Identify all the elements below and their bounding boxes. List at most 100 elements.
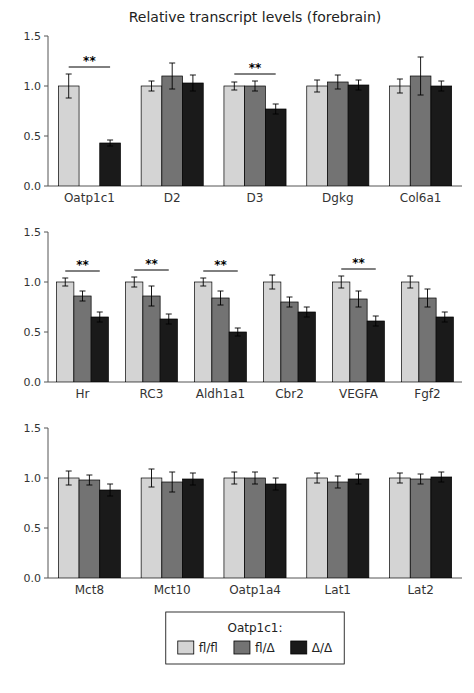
error-cap [407, 276, 413, 277]
error-cap [269, 289, 275, 290]
error-bar [438, 81, 444, 91]
x-tick-label: Mct10 [154, 583, 191, 597]
error-cap [169, 492, 175, 493]
error-bar [169, 63, 175, 89]
error-cap [442, 312, 448, 313]
bar [431, 477, 452, 578]
bar [183, 83, 204, 186]
bar [79, 480, 100, 578]
error-cap [66, 98, 72, 99]
x-tick-label: Fgf2 [414, 387, 440, 401]
error-line [68, 74, 69, 98]
error-line [203, 278, 204, 286]
error-line [441, 81, 442, 91]
error-cap [373, 316, 379, 317]
error-cap [218, 305, 224, 306]
error-line [317, 80, 318, 92]
error-cap [438, 81, 444, 82]
error-cap [107, 484, 113, 485]
error-line [275, 478, 276, 490]
error-cap [418, 484, 424, 485]
error-cap [149, 469, 155, 470]
error-cap [149, 91, 155, 92]
error-bar [107, 140, 113, 146]
error-cap [252, 91, 258, 92]
error-line [358, 474, 359, 484]
bar [160, 319, 177, 382]
error-cap [356, 291, 362, 292]
error-line [272, 275, 273, 289]
legend-title: Oatp1c1: [227, 621, 282, 635]
error-cap [252, 81, 258, 82]
error-line [399, 79, 400, 93]
panel: 0.00.51.01.5HrRC3Aldh1a1Cbr2VEGFAFgf2***… [24, 226, 463, 401]
error-cap [425, 307, 431, 308]
error-cap [252, 472, 258, 473]
error-line [317, 473, 318, 483]
error-cap [397, 473, 403, 474]
y-axis [48, 428, 49, 578]
bar [410, 479, 431, 578]
bar [431, 86, 452, 186]
error-bar [273, 104, 279, 114]
bar [224, 86, 245, 186]
error-bar [231, 82, 237, 90]
y-axis [48, 232, 49, 382]
error-bar [107, 484, 113, 496]
bar [265, 109, 286, 186]
bar [141, 478, 162, 578]
bar [245, 478, 266, 578]
error-bar [438, 472, 444, 482]
error-cap [169, 89, 175, 90]
bar [436, 317, 453, 382]
error-line [255, 472, 256, 484]
error-cap [442, 322, 448, 323]
error-cap [169, 63, 175, 64]
x-tick-label: D2 [164, 191, 181, 205]
error-cap [356, 474, 362, 475]
y-tick [44, 86, 48, 87]
error-cap [425, 289, 431, 290]
error-cap [304, 317, 310, 318]
error-bar [418, 57, 424, 95]
error-cap [149, 81, 155, 82]
x-tick-label: RC3 [140, 387, 164, 401]
error-cap [169, 472, 175, 473]
bar [307, 478, 328, 578]
error-bar [287, 297, 293, 307]
error-cap [314, 483, 320, 484]
error-cap [335, 75, 341, 76]
error-cap [314, 80, 320, 81]
x-tick-label: Oatp1a4 [229, 583, 281, 597]
bar [100, 143, 121, 186]
title: Relative transcript levels (forebrain) [129, 9, 382, 25]
bar [74, 296, 91, 382]
error-line [172, 472, 173, 492]
error-line [289, 297, 290, 307]
error-bar [62, 278, 68, 286]
bar [162, 482, 183, 578]
error-cap [438, 472, 444, 473]
bar [141, 86, 162, 186]
error-line [220, 291, 221, 305]
error-cap [235, 336, 241, 337]
bar [143, 296, 160, 382]
error-line [427, 289, 428, 307]
error-line [110, 484, 111, 496]
bars [57, 275, 454, 382]
error-line [399, 473, 400, 483]
y-tick [44, 232, 48, 233]
error-cap [190, 485, 196, 486]
x-tick-label: Mct8 [75, 583, 104, 597]
legend-label: fl/Δ [255, 641, 276, 655]
bar [264, 282, 281, 382]
error-bar [131, 277, 137, 287]
y-tick-label: 1.0 [24, 80, 42, 93]
error-bar [97, 312, 103, 322]
error-line [444, 312, 445, 322]
x-tick-label: VEGFA [339, 387, 379, 401]
error-cap [66, 74, 72, 75]
error-cap [235, 328, 241, 329]
error-line [337, 476, 338, 488]
error-line [192, 75, 193, 91]
